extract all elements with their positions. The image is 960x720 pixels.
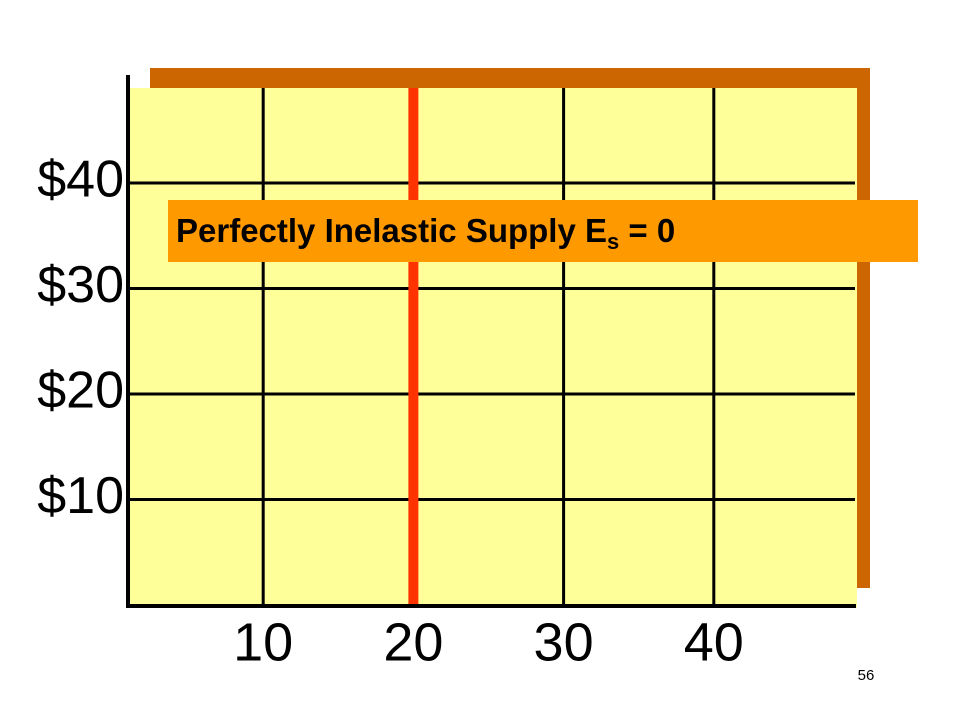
annotation-suffix: = 0 [619, 212, 675, 249]
y-tick-label: $40 [37, 151, 124, 209]
x-tick-label: 10 [233, 612, 293, 672]
y-tick-label: $10 [37, 467, 124, 525]
y-tick-label: $30 [37, 256, 124, 314]
page-number: 56 [858, 667, 875, 684]
annotation-text: Perfectly Inelastic Supply E [176, 212, 607, 249]
annotation-box [168, 200, 918, 262]
annotation-subscript: s [607, 229, 619, 254]
x-tick-label: 20 [383, 612, 443, 672]
annotation: Perfectly Inelastic Supply Es = 0 [176, 212, 675, 254]
plot-area [130, 88, 857, 607]
layer [128, 88, 855, 605]
x-tick-label: 40 [684, 612, 744, 672]
x-tick-label: 30 [534, 612, 594, 672]
y-tick-label: $20 [37, 362, 124, 420]
